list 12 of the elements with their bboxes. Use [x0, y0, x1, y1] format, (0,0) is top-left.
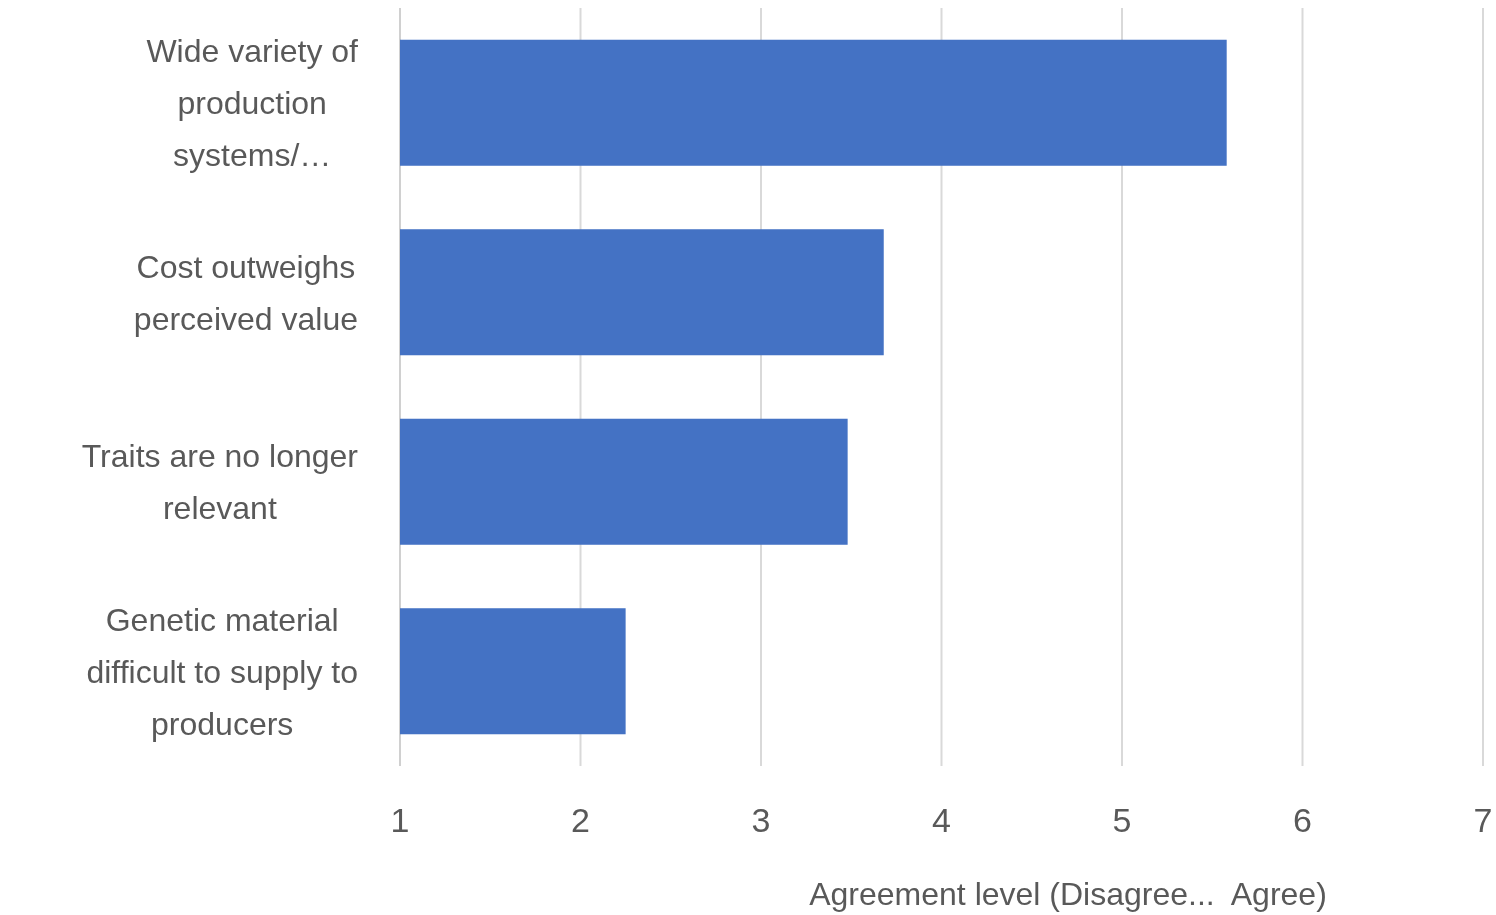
x-tick-label: 2	[571, 801, 590, 839]
x-tick-label: 6	[1293, 801, 1312, 839]
y-tick-label: Cost outweighs perceived value	[133, 248, 358, 337]
y-tick-label: Genetic material difficult to supply to producers	[86, 601, 358, 742]
x-tick-label: 1	[390, 801, 410, 839]
x-tick-label: 4	[932, 801, 951, 839]
x-axis-title: Agreement level (Disagree... Agree)	[809, 876, 1327, 912]
y-tick-label: Traits are no longer relevant	[81, 438, 359, 527]
x-tick-label: 5	[1112, 801, 1132, 839]
x-tick-label: 3	[751, 801, 771, 839]
x-tick-label: 7	[1473, 801, 1493, 839]
y-tick-label: Wide variety of production systems/…	[146, 33, 359, 174]
